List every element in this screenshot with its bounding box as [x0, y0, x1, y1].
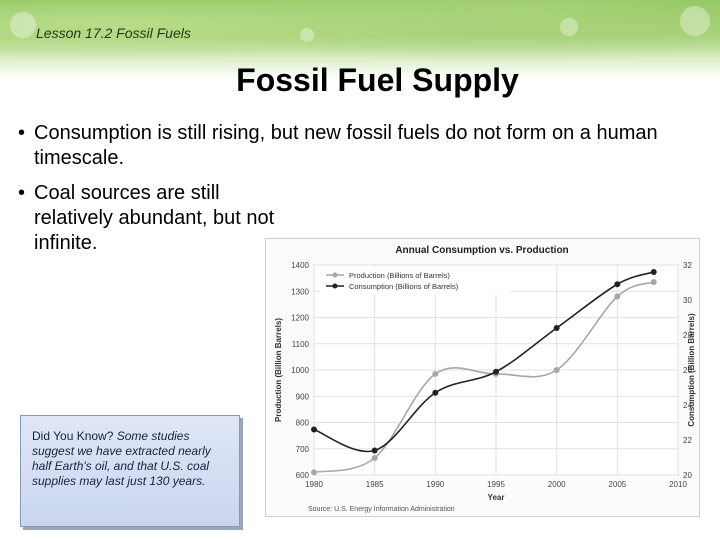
bullet-item: • Consumption is still rising, but new f… [18, 121, 678, 171]
bullet-dot: • [18, 122, 26, 144]
y2-axis-label: Consumption (Billion Barrels) [687, 313, 696, 427]
bullet-item: • Coal sources are still relatively abun… [18, 181, 278, 256]
x-tick-label: 1980 [305, 480, 323, 489]
y-tick-label: 1300 [291, 287, 309, 296]
decorative-bubble [10, 12, 36, 38]
data-point-consumption [493, 368, 499, 375]
legend-box [320, 267, 510, 295]
data-point-production [432, 370, 439, 377]
chart-source: Source: U.S. Energy Information Administ… [308, 506, 455, 513]
data-point-consumption [371, 447, 378, 454]
data-point-consumption [553, 325, 560, 331]
y2-tick-label: 20 [683, 471, 692, 480]
legend-label: Consumption (Billions of Barrels) [349, 282, 459, 291]
y2-tick-label: 30 [683, 296, 692, 305]
consumption-production-chart: Annual Consumption vs. Production 600 700 8… [274, 245, 696, 513]
x-tick-label: 1995 [487, 480, 505, 489]
data-point-production [311, 469, 317, 476]
header-band [0, 0, 720, 80]
y2-tick-label: 24 [683, 401, 692, 410]
data-point-production [614, 293, 621, 300]
data-point-production [371, 454, 378, 461]
y2-tick-label: 32 [683, 261, 692, 270]
lesson-label: Lesson 17.2 Fossil Fuels [36, 25, 191, 41]
bullet-text: Coal sources are still relatively abunda… [34, 182, 275, 254]
slide-title: Fossil Fuel Supply [236, 62, 519, 98]
y-tick-label: 800 [296, 419, 310, 428]
legend-label: Production (Billions of Barrels) [349, 271, 450, 280]
legend-swatch-marker [332, 283, 338, 289]
did-you-know-box: Did You Know? Some studies suggest we ha… [20, 415, 240, 527]
data-point-production [650, 279, 657, 286]
data-point-production [553, 367, 560, 373]
y2-tick-label: 28 [683, 331, 692, 340]
decorative-bubble [300, 28, 314, 42]
y-tick-label: 700 [296, 445, 310, 454]
bullet-text: Consumption is still rising, but new fos… [34, 122, 658, 169]
x-tick-label: 2000 [548, 480, 566, 489]
data-point-consumption [614, 281, 621, 288]
did-you-know-text: Some studies suggest we have extracted n… [32, 429, 211, 488]
y-tick-label: 900 [296, 392, 310, 401]
y-axis-label: Production (Billion Barrels) [274, 318, 283, 422]
y2-tick-label: 26 [683, 366, 692, 375]
data-point-consumption [650, 269, 657, 275]
x-tick-label: 2005 [608, 480, 626, 489]
chart-title: Annual Consumption vs. Production [395, 245, 568, 256]
did-you-know-lead: Did You Know? [32, 429, 114, 443]
y-tick-label: 600 [296, 471, 310, 480]
y-tick-label: 1200 [291, 314, 309, 323]
x-tick-label: 2010 [669, 480, 687, 489]
bullet-dot: • [18, 182, 26, 204]
y2-tick-label: 22 [683, 436, 692, 445]
legend-swatch-marker [332, 272, 338, 278]
chart-panel: Annual Consumption vs. Production 600 700 8… [265, 238, 700, 517]
y-tick-label: 1100 [292, 340, 310, 349]
decorative-bubble [680, 6, 710, 36]
data-point-consumption [432, 389, 439, 396]
y-tick-label: 1000 [291, 366, 309, 375]
data-point-consumption [311, 426, 317, 433]
x-tick-label: 1990 [426, 480, 444, 489]
decorative-bubble [560, 18, 578, 36]
x-axis-label: Year [488, 493, 505, 502]
y-tick-label: 1400 [291, 261, 309, 270]
x-tick-label: 1985 [366, 480, 384, 489]
